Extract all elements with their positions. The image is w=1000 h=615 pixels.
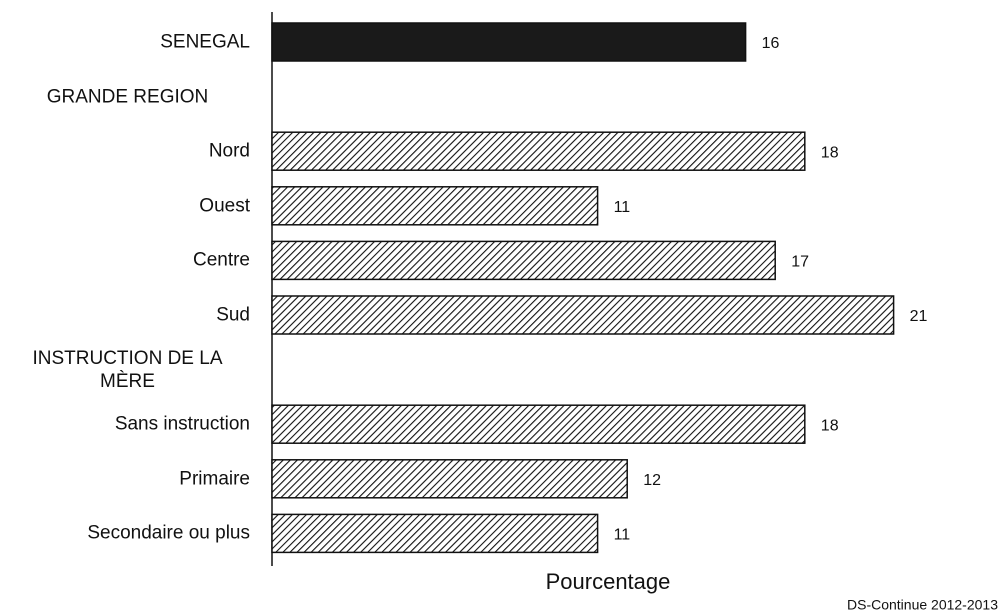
category-label: Nord: [208, 140, 250, 162]
category-label: Sans instruction: [114, 413, 250, 435]
data-label: 16: [762, 35, 780, 52]
bar: [271, 131, 806, 171]
bar: [271, 186, 599, 226]
data-label: 21: [910, 308, 928, 325]
category-label: Primaire: [179, 468, 250, 490]
category-label: GRANDE REGION: [46, 86, 209, 108]
bar: [271, 404, 806, 444]
data-label: 11: [614, 527, 631, 544]
x-axis-label: Pourcentage: [546, 569, 671, 594]
source: DS-Continue 2012-2013: [847, 597, 998, 613]
data-label: 12: [643, 472, 661, 489]
category-label: Centre: [192, 249, 250, 271]
bar: [271, 22, 747, 62]
data-label: 18: [821, 417, 839, 434]
category-label: Ouest: [199, 195, 250, 217]
category-label: Sud: [216, 304, 250, 326]
bar: [271, 240, 776, 281]
category-label: INSTRUCTION DE LA MÈRE: [32, 347, 223, 392]
category-label: SENEGAL: [160, 31, 250, 53]
bar: [271, 295, 895, 335]
data-label: 17: [791, 254, 809, 271]
bar: [271, 513, 599, 554]
category-label: Secondaire ou plus: [87, 522, 250, 544]
bar: [271, 459, 628, 499]
data-label: 11: [614, 199, 631, 216]
data-label: 18: [821, 144, 839, 161]
